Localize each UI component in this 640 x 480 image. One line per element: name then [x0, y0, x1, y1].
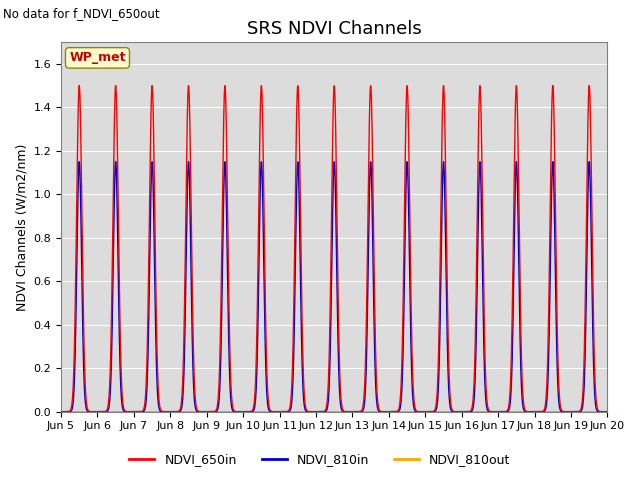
- Text: WP_met: WP_met: [69, 51, 125, 64]
- Text: No data for f_NDVI_650out: No data for f_NDVI_650out: [3, 7, 160, 20]
- Y-axis label: NDVI Channels (W/m2/nm): NDVI Channels (W/m2/nm): [15, 143, 28, 311]
- Legend: NDVI_650in, NDVI_810in, NDVI_810out: NDVI_650in, NDVI_810in, NDVI_810out: [124, 448, 516, 471]
- Title: SRS NDVI Channels: SRS NDVI Channels: [247, 20, 422, 38]
